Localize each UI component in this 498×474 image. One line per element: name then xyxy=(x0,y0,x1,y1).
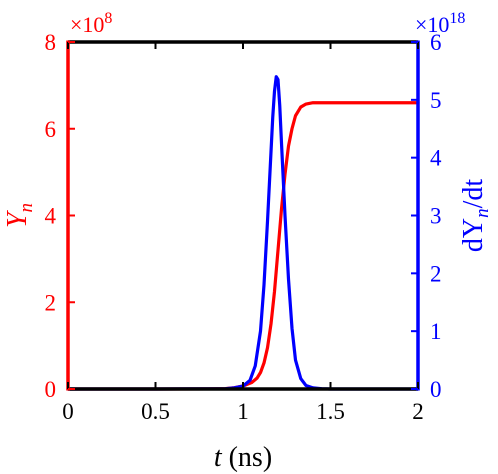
y-left-tick-label: 2 xyxy=(45,290,57,315)
y-left-multiplier: ×108 xyxy=(70,10,112,37)
x-tick-label: 2 xyxy=(412,399,424,424)
x-tick-label: 1.5 xyxy=(316,399,345,424)
y-left-tick-label: 8 xyxy=(45,30,57,55)
y-right-tick-label: 3 xyxy=(430,204,442,229)
x-tick-label: 0.5 xyxy=(141,399,170,424)
y-left-axis-label: Yn xyxy=(2,203,37,228)
x-axis-label: t (ns) xyxy=(214,442,272,473)
y-right-tick-label: 0 xyxy=(430,377,442,402)
y-right-tick-label: 1 xyxy=(430,319,442,344)
y-left-tick-label: 4 xyxy=(45,204,57,229)
y-right-tick-label: 2 xyxy=(430,261,442,286)
y-left-tick-label: 6 xyxy=(45,117,57,142)
x-tick-label: 0 xyxy=(62,399,74,424)
series-line-yn xyxy=(66,101,420,391)
y-right-tick-label: 6 xyxy=(430,30,442,55)
y-right-axis-label: dYn/dt xyxy=(458,179,493,253)
y-right-tick-label: 5 xyxy=(430,88,442,113)
y-right-tick-label: 4 xyxy=(430,146,442,171)
y-left-tick-label: 0 xyxy=(45,377,57,402)
y-right-multiplier: ×1018 xyxy=(415,10,465,37)
series-line-dyn-dt xyxy=(66,75,420,391)
x-tick-label: 1 xyxy=(237,399,249,424)
